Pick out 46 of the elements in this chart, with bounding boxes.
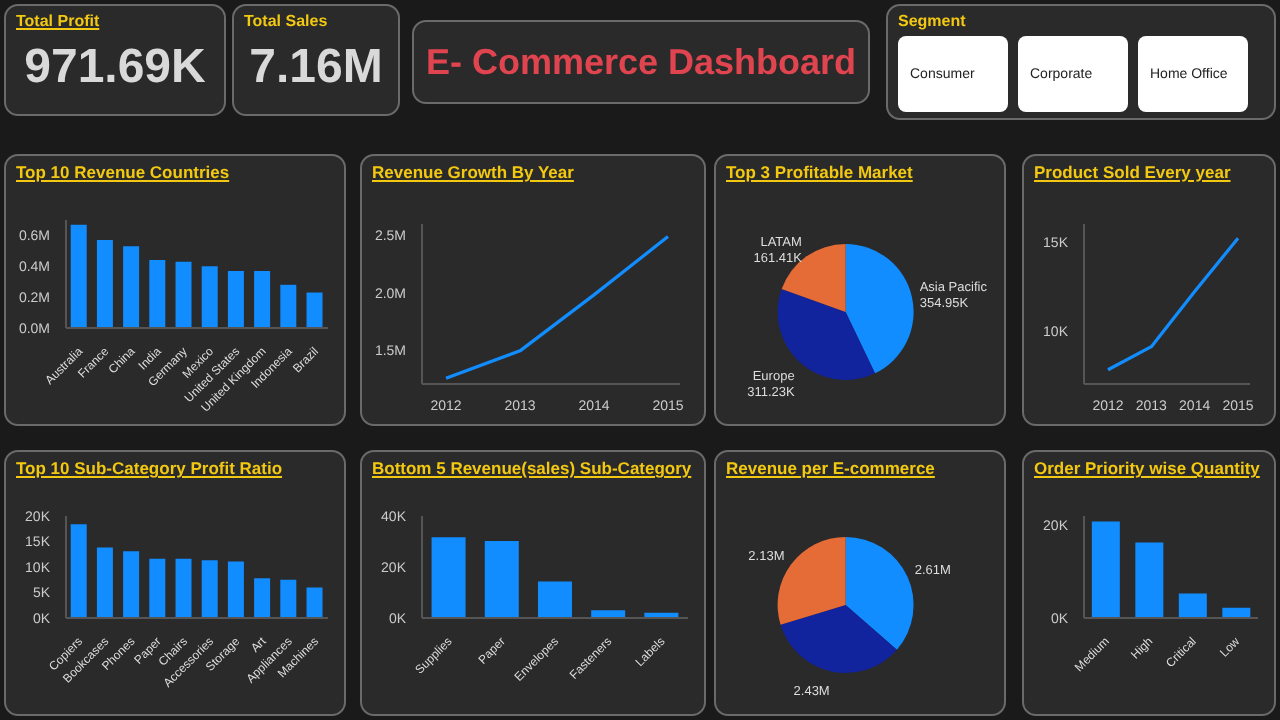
bar	[227, 561, 244, 618]
bar	[1135, 542, 1164, 618]
chart-title: Top 3 Profitable Market	[724, 160, 915, 186]
pie-slice	[780, 605, 897, 673]
bar	[70, 524, 87, 618]
chart-title: Top 10 Sub-Category Profit Ratio	[14, 456, 285, 482]
bar	[123, 551, 140, 618]
bar	[201, 266, 218, 328]
text: Total Profit	[14, 10, 102, 34]
bar	[149, 558, 166, 618]
chart-title: Bottom 5 Revenue(sales) Sub-Category	[370, 456, 694, 482]
bar	[280, 579, 297, 618]
text: E- Commerce Dashboard	[414, 22, 868, 102]
text: 971.69K	[22, 40, 208, 96]
chart-title: Revenue per E-commerce	[724, 456, 937, 482]
bar	[149, 260, 166, 328]
text: 7.16M	[247, 40, 385, 96]
pie-slice	[845, 244, 914, 374]
text: Segment	[896, 10, 968, 34]
bar	[591, 610, 626, 618]
bar	[537, 581, 572, 618]
pie-slice	[845, 537, 914, 650]
bar	[431, 537, 466, 618]
bar	[280, 284, 297, 328]
bar	[1178, 593, 1207, 618]
bar	[484, 540, 519, 618]
bar	[175, 558, 192, 618]
bar	[254, 578, 271, 618]
bar	[123, 246, 140, 328]
chart-title: Order Priority wise Quantity	[1032, 456, 1262, 482]
bar	[96, 240, 113, 328]
bar	[175, 261, 192, 328]
text: Total Sales	[242, 10, 330, 34]
line-series	[444, 234, 670, 380]
bar	[306, 587, 323, 618]
bar	[227, 270, 244, 328]
chart-title: Top 10 Revenue Countries	[14, 160, 232, 186]
bar	[201, 560, 218, 618]
bar	[306, 292, 323, 328]
bar	[96, 547, 113, 618]
chart-title: Product Sold Every year	[1032, 160, 1233, 186]
bar	[1091, 521, 1120, 618]
bar	[254, 270, 271, 328]
line-series	[1106, 236, 1240, 372]
chart-title: Revenue Growth By Year	[370, 160, 576, 186]
bar	[70, 224, 87, 328]
